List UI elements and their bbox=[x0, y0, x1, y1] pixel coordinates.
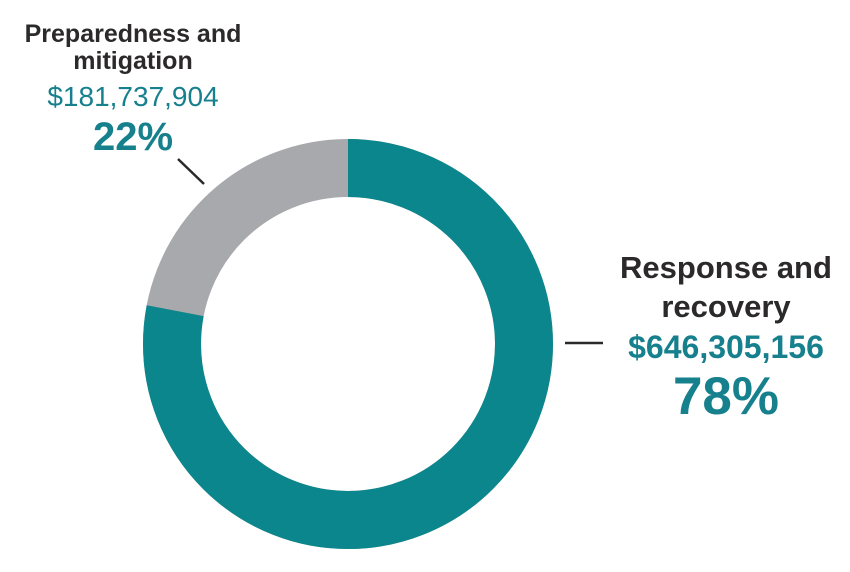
slice-value-response: $646,305,156 bbox=[628, 329, 824, 365]
donut-segment-response-recovery bbox=[143, 139, 553, 549]
slice-value-preparedness: $181,737,904 bbox=[47, 81, 219, 112]
slice-percent-preparedness: 22% bbox=[92, 115, 174, 159]
slice-label-response-line2: recovery bbox=[661, 289, 791, 324]
slice-label-preparedness-line2: mitigation bbox=[73, 47, 193, 75]
slice-percent-response: 78% bbox=[672, 367, 780, 426]
slice-label-preparedness-line1: Preparedness and bbox=[24, 20, 242, 48]
callout-response-recovery: Response and recovery $646,305,156 78% bbox=[600, 248, 850, 426]
slice-label-response-line1: Response and bbox=[620, 250, 832, 285]
callout-preparedness-mitigation: Preparedness and mitigation $181,737,904… bbox=[7, 20, 259, 160]
leader-line-preparedness bbox=[177, 158, 205, 185]
